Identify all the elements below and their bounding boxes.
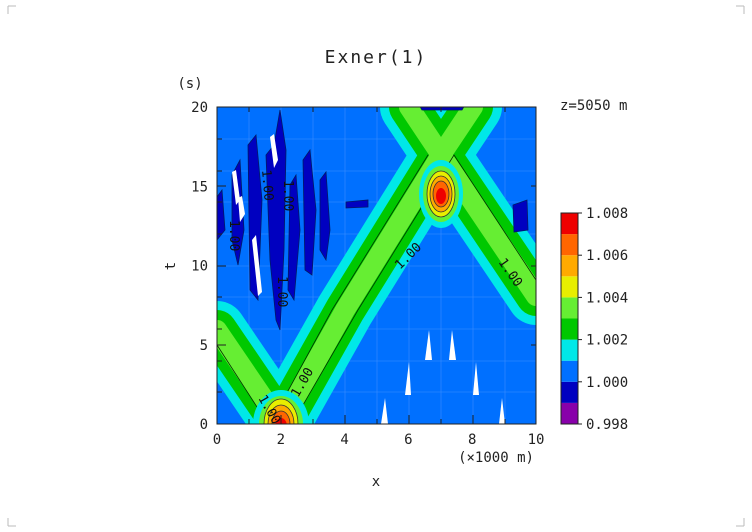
y-tick-labels: 0 5 10 15 20 xyxy=(191,100,208,433)
y-tick-label: 0 xyxy=(200,417,208,433)
colorbar-frame xyxy=(560,212,579,425)
colorbar-labels: 0.998 1.000 1.002 1.004 1.006 1.008 xyxy=(578,206,628,433)
colorbar-swatch xyxy=(561,234,578,256)
axis-ticks xyxy=(217,107,536,424)
colorbar-swatch xyxy=(561,381,578,403)
colorbar-tick-label: 0.998 xyxy=(586,417,628,433)
x-tick-label: 4 xyxy=(340,432,348,448)
x-tick-label: 2 xyxy=(277,432,285,448)
y-tick-label: 20 xyxy=(191,100,208,116)
y-tick-label: 5 xyxy=(200,338,208,354)
colorbar-tick-label: 1.000 xyxy=(586,375,628,391)
contour-label: 1.00 xyxy=(258,169,276,202)
x-tick-label: 6 xyxy=(404,432,412,448)
colorbar-tick-label: 1.004 xyxy=(586,290,628,306)
maximum-lower xyxy=(253,390,309,424)
contour-label: 1.00 xyxy=(274,276,289,307)
colorbar-swatch xyxy=(561,339,578,361)
chart-title: Exner(1) xyxy=(325,47,428,68)
colorbar-swatch xyxy=(561,213,578,235)
y-tick-label: 10 xyxy=(191,259,208,275)
x-tick-label: 8 xyxy=(468,432,476,448)
contour-label: 1.00 xyxy=(280,180,295,211)
colorbar-swatch xyxy=(561,360,578,382)
corner-marks xyxy=(7,5,745,527)
maximum-upper xyxy=(419,160,463,228)
x-tick-labels: 0 2 4 6 8 10 xyxy=(213,432,545,448)
x-tick-label: 10 xyxy=(528,432,545,448)
colorbar-tick-label: 1.002 xyxy=(586,333,628,349)
colorbar-tick-label: 1.008 xyxy=(586,206,628,222)
colorbar xyxy=(560,212,579,425)
x-tick-label: 0 xyxy=(213,432,221,448)
contour-field: 1.00 1.00 1.00 1.00 1.00 1.00 1.00 1.00 xyxy=(217,107,536,424)
colorbar-swatch xyxy=(561,402,578,424)
colorbar-swatch xyxy=(561,297,578,319)
colorbar-swatch xyxy=(561,318,578,340)
x-axis-label: x xyxy=(372,474,380,490)
colorbar-tick-label: 1.006 xyxy=(586,248,628,264)
y-tick-label: 15 xyxy=(191,179,208,195)
height-annotation: z=5050 m xyxy=(560,98,627,114)
y-unit-label: (s) xyxy=(177,76,202,92)
contour-label: 1.00 xyxy=(226,220,241,251)
white-slivers xyxy=(232,134,505,424)
colorbar-swatch xyxy=(561,255,578,277)
x-unit-label: (×1000 m) xyxy=(458,450,534,466)
y-axis-label: t xyxy=(163,262,179,270)
colorbar-swatch xyxy=(561,276,578,298)
